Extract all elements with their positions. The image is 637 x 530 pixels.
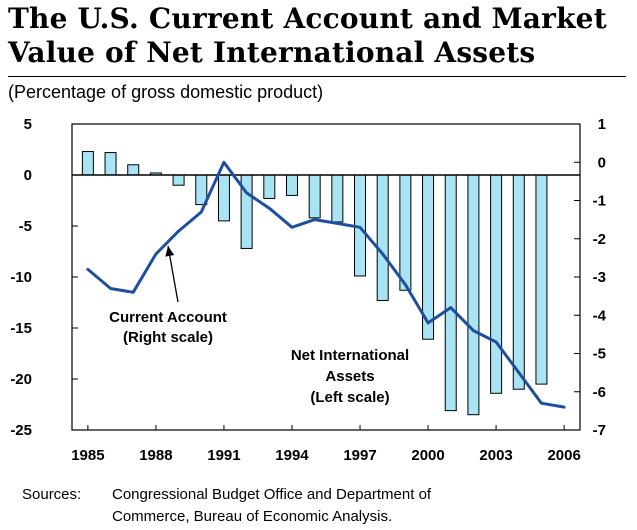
sources-label: Sources: <box>22 486 82 503</box>
bar-1985 <box>81 151 94 176</box>
x-tick-label: 2003 <box>479 447 512 464</box>
right-tick-label: 1 <box>598 116 606 133</box>
bar-series-net-international-assets <box>81 151 548 416</box>
bar-1991 <box>217 174 230 222</box>
bar-2005 <box>535 174 548 385</box>
left-tick-label: 5 <box>24 116 32 133</box>
annotation-arrowhead <box>165 246 175 257</box>
left-tick-label: 0 <box>24 167 32 184</box>
sources-line-2: Commerce, Bureau of Economic Analysis. <box>112 508 393 525</box>
bar-1998 <box>376 174 389 301</box>
bar-1989 <box>172 174 185 186</box>
right-tick-label: -7 <box>593 422 606 439</box>
x-tick-label: 2000 <box>411 447 444 464</box>
chart-title: The U.S. Current Account and Market Valu… <box>8 2 607 70</box>
right-tick-label: -5 <box>593 346 606 363</box>
right-tick-label: -6 <box>593 384 606 401</box>
left-tick-label: -15 <box>10 320 32 337</box>
x-tick-label: 1994 <box>275 447 309 464</box>
bar-2001 <box>444 174 457 412</box>
right-tick-label: -3 <box>593 269 606 286</box>
bar-1996 <box>331 174 344 223</box>
x-tick-label: 1985 <box>71 447 104 464</box>
title-divider <box>8 76 626 77</box>
chart-subtitle: (Percentage of gross domestic product) <box>8 82 324 102</box>
right-tick-label: -1 <box>593 193 606 210</box>
left-tick-label: -20 <box>10 371 32 388</box>
annotations: Current Account (Right scale) Net Internat… <box>109 245 409 406</box>
sources-text: Congressional Budget Office and Departme… <box>112 484 572 528</box>
chart-title-line-1: The U.S. Current Account and Market <box>8 2 607 35</box>
right-tick-label: 0 <box>598 154 606 171</box>
left-tick-label: -10 <box>10 269 32 286</box>
x-tick-label: 1991 <box>207 447 240 464</box>
line-series-current-account <box>86 160 566 409</box>
bar-1987 <box>127 164 140 176</box>
bar-1986 <box>104 152 117 176</box>
sources-line-1: Congressional Budget Office and Departme… <box>112 486 432 503</box>
bar-1994 <box>285 174 298 196</box>
right-tick-label: -4 <box>593 307 607 324</box>
bar-2004 <box>512 174 525 390</box>
bar-1993 <box>263 174 276 199</box>
bar-1999 <box>399 174 412 291</box>
left-axis: 5 0 -5 -10 -15 -20 -25 <box>10 116 78 439</box>
bar-1995 <box>308 174 321 219</box>
x-tick-label: 1997 <box>343 447 376 464</box>
chart-canvas: 50-5-10-15-20-25 10-1-2-3-4-5-6-7 1985 19… <box>10 116 607 464</box>
right-tick-label: -2 <box>593 231 606 248</box>
annotation-text: (Right scale) <box>123 329 213 346</box>
bar-2002 <box>467 174 480 416</box>
bar-2003 <box>490 174 503 394</box>
annotation-text: Current Account <box>109 309 227 326</box>
left-tick-label: -25 <box>10 422 32 439</box>
x-axis: 1985 1988 1991 1994 1997 2000 2003 2006 <box>71 425 581 464</box>
annotation-text: Net International <box>291 347 409 364</box>
chart-title-line-2: Value of Net International Assets <box>8 36 536 69</box>
x-tick-label: 1988 <box>139 447 172 464</box>
annotation-text: Assets <box>325 368 374 385</box>
right-axis: 1 0 -1 -2 -3 -4 -5 -6 -7 <box>574 116 607 439</box>
x-tick-label: 2006 <box>547 447 580 464</box>
left-tick-label: -5 <box>19 218 32 235</box>
annotation-text: (Left scale) <box>310 389 389 406</box>
